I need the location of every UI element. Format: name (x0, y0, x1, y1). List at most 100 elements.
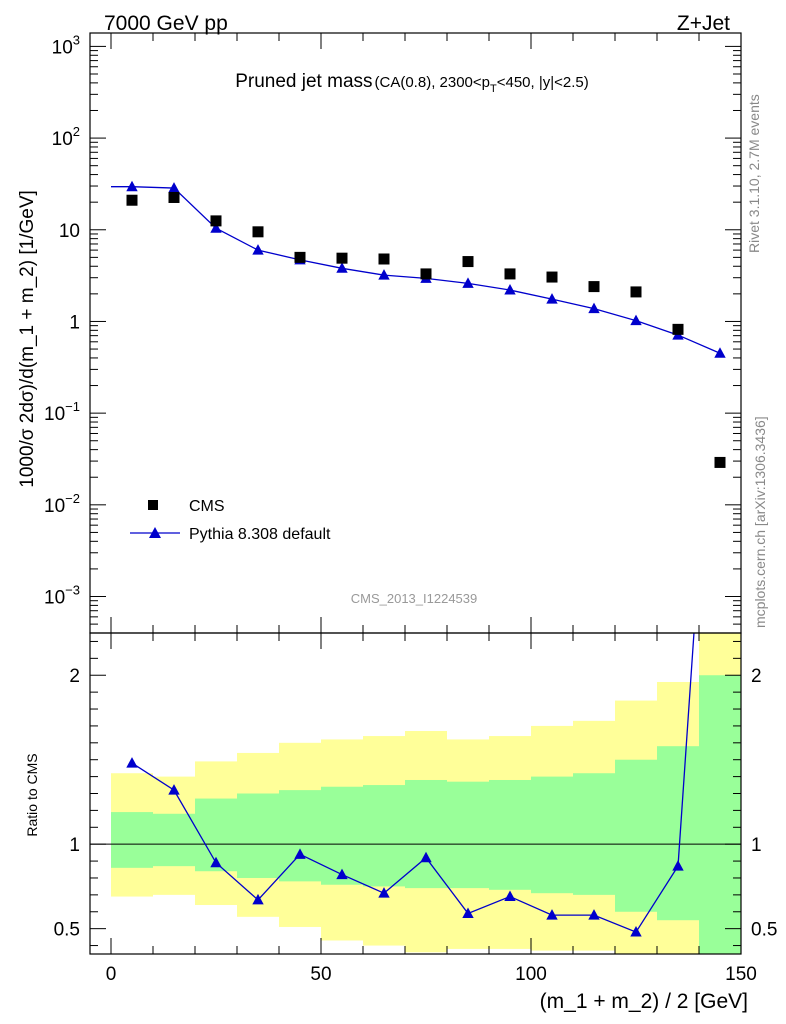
cms-point (714, 456, 726, 468)
x-tick-label: 100 (515, 964, 547, 985)
cms-point (336, 252, 348, 264)
pythia-point (336, 262, 348, 273)
header-left: 7000 GeV pp (104, 12, 228, 35)
title-sub-post: <450, |y|<2.5) (497, 74, 589, 91)
ratio-pythia-point (210, 856, 222, 868)
ratio-band-inner (447, 781, 489, 889)
legend-pythia-marker (149, 527, 161, 538)
ratio-pythia-series (126, 633, 695, 937)
ratio-band-inner (699, 675, 741, 954)
x-tick-label: 150 (725, 964, 757, 985)
pythia-point (630, 314, 642, 326)
pythia-line (111, 186, 721, 354)
ratio-pythia-point (420, 851, 432, 863)
pythia-point (462, 277, 474, 288)
ratio-band-inner (573, 773, 615, 895)
ratio-y-tick-labels: 0.5 0.5 1 1 2 2 (54, 666, 778, 940)
ratio-bands (111, 633, 741, 954)
ratio-pythia-point (168, 784, 180, 795)
cms-point (420, 268, 432, 280)
legend-pythia-label: Pythia 8.308 default (189, 526, 331, 543)
main-y-tick-label: 10−1 (44, 399, 80, 425)
cms-point (588, 281, 600, 293)
analysis-watermark: CMS_2013_I1224539 (351, 591, 478, 606)
main-y-tick-labels: 10−3 10−2 10−1 1 10 102 103 (44, 32, 80, 608)
main-cms-series (126, 191, 726, 468)
cms-point (630, 286, 642, 298)
ratio-y-tick-label-right: 1 (751, 835, 762, 856)
main-y-tick-label: 103 (52, 32, 80, 58)
cms-point (504, 268, 516, 280)
ratio-band-inner (489, 779, 531, 890)
ratio-band-inner (363, 785, 405, 887)
main-ticks (90, 33, 742, 634)
ratio-band-inner (111, 812, 153, 868)
ratio-y-tick-label-right: 2 (751, 666, 762, 687)
pythia-point (504, 284, 516, 295)
ratio-y-tick-label-left: 1 (69, 835, 80, 856)
main-y-tick-label: 10−3 (44, 583, 80, 609)
ratio-band-inner (153, 813, 195, 867)
mcplots-label: mcplots.cern.ch [arXiv:1306.3436] (752, 416, 768, 628)
ratio-pythia-point (504, 890, 516, 902)
rivet-label: Rivet 3.1.10, 2.7M events (746, 94, 762, 253)
pythia-point (546, 293, 558, 304)
ratio-band-inner (279, 790, 321, 882)
legend-cms-marker (148, 500, 158, 510)
cms-point (168, 191, 180, 203)
ratio-band-inner (237, 793, 279, 878)
legend-cms-label: CMS (189, 498, 225, 515)
pythia-point (378, 269, 390, 280)
ratio-y-tick-label-right: 0.5 (751, 920, 777, 941)
ratio-pythia-point (546, 909, 558, 920)
cms-point (252, 226, 264, 238)
cms-point (378, 253, 390, 265)
main-y-tick-label: 10 (59, 221, 80, 242)
main-y-tick-label: 102 (52, 124, 80, 150)
ratio-pythia-point (294, 848, 306, 859)
cms-point (462, 256, 474, 268)
cms-point (672, 323, 684, 335)
ratio-pythia-point (672, 860, 684, 871)
pythia-point (210, 222, 222, 233)
ratio-band-inner (531, 776, 573, 894)
title-sub-sub: T (490, 83, 497, 95)
plot-title: Pruned jet mass (CA(0.8), 2300<pT<450, |y… (235, 71, 589, 95)
header-right: Z+Jet (677, 12, 730, 35)
ratio-pythia-point (462, 907, 474, 918)
main-y-tick-label: 10−2 (44, 491, 80, 517)
pythia-point (126, 180, 138, 192)
ylabel-main: 1000/σ 2dσ)/d(m_1 + m_2) [1/GeV] (17, 190, 38, 488)
ylabel-ratio: Ratio to CMS (24, 753, 40, 836)
cms-point (126, 194, 138, 206)
main-y-tick-label: 1 (69, 312, 80, 333)
ratio-ticks (90, 633, 742, 954)
ratio-pythia-point (126, 757, 138, 768)
ratio-pythia-point (252, 893, 264, 905)
xlabel: (m_1 + m_2) / 2 [GeV] (540, 990, 748, 1013)
x-tick-label: 50 (310, 964, 331, 985)
ratio-pythia-point (588, 909, 600, 920)
legend: CMS Pythia 8.308 default (130, 498, 331, 543)
title-sub-pre: (CA(0.8), 2300<p (375, 74, 490, 91)
ratio-band-inner (657, 746, 699, 921)
x-tick-labels: 0 50 100 150 (106, 964, 757, 985)
ratio-y-tick-label-left: 2 (69, 666, 80, 687)
pythia-point (588, 302, 600, 314)
pythia-point (252, 244, 264, 255)
ratio-pythia-point (336, 868, 348, 880)
cms-point (210, 215, 222, 227)
x-tick-label: 0 (106, 964, 117, 985)
ratio-band-inner (615, 759, 657, 912)
ratio-y-tick-label-left: 0.5 (54, 920, 80, 941)
cms-point (294, 251, 306, 263)
ratio-pythia-point (630, 926, 642, 937)
pythia-point (168, 182, 180, 193)
ratio-band-inner (405, 779, 447, 889)
title-main: Pruned jet mass (235, 71, 372, 92)
main-frame (89, 32, 742, 634)
main-pythia-series (111, 180, 726, 358)
ratio-pythia-point (378, 887, 390, 898)
pythia-point (714, 347, 726, 358)
